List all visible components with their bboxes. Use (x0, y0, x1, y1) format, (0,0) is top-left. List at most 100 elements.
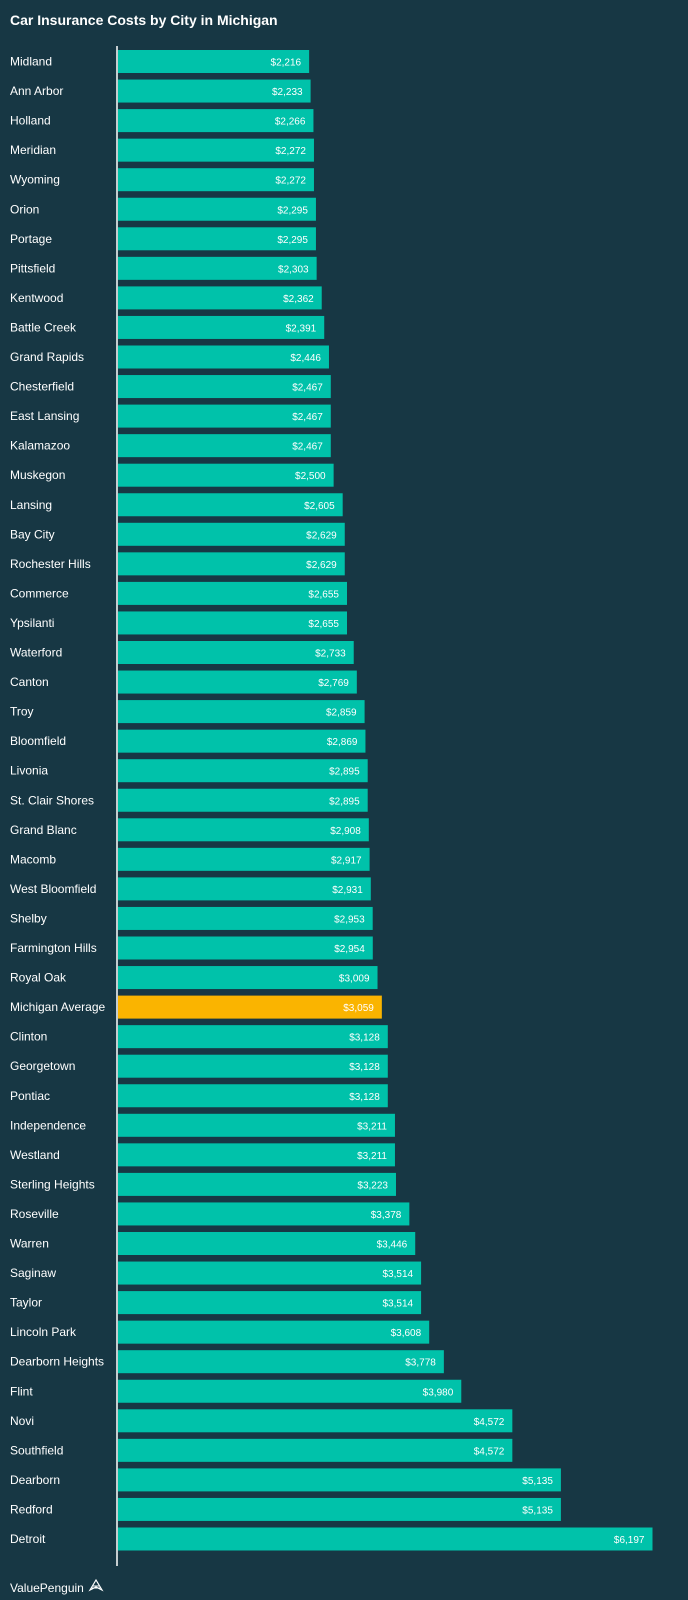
category-label: Shelby (10, 911, 47, 925)
category-label: Sterling Heights (10, 1177, 95, 1191)
category-label: Clinton (10, 1030, 47, 1044)
category-label: East Lansing (10, 409, 79, 423)
value-label: $2,272 (275, 176, 306, 187)
bar (118, 463, 334, 487)
bar (118, 788, 368, 812)
value-label: $2,500 (295, 471, 326, 482)
bar (118, 79, 311, 103)
category-label: Orion (10, 202, 39, 216)
category-label: Warren (10, 1237, 49, 1251)
value-label: $2,733 (315, 649, 346, 660)
value-label: $3,778 (405, 1358, 436, 1369)
bar (118, 1025, 388, 1049)
value-label: $2,295 (277, 235, 308, 246)
value-label: $2,917 (331, 855, 362, 866)
category-label: Lincoln Park (10, 1325, 77, 1339)
value-label: $3,128 (349, 1033, 380, 1044)
bar (118, 168, 314, 192)
value-label: $2,446 (290, 353, 321, 364)
bar (118, 847, 370, 871)
category-label: Roseville (10, 1207, 59, 1221)
bar (118, 434, 331, 458)
value-label: $2,467 (292, 412, 323, 423)
value-label: $2,629 (306, 530, 337, 541)
bar (118, 1350, 444, 1374)
bar (118, 818, 369, 842)
bar (118, 1379, 462, 1403)
category-label: Pittsfield (10, 261, 55, 275)
category-label: Rochester Hills (10, 557, 91, 571)
value-label: $3,378 (371, 1210, 402, 1221)
category-label: Troy (10, 705, 34, 719)
category-label: Dearborn Heights (10, 1355, 104, 1369)
value-label: $2,869 (327, 737, 358, 748)
category-label: Westland (10, 1148, 60, 1162)
value-label: $3,009 (339, 974, 370, 985)
category-label: Independence (10, 1118, 86, 1132)
category-label: Ann Arbor (10, 84, 63, 98)
bar (118, 1232, 416, 1255)
bar (118, 1202, 410, 1226)
category-label: Wyoming (10, 173, 60, 187)
category-label: Midland (10, 55, 52, 69)
value-label: $2,362 (283, 294, 314, 305)
category-label: Bloomfield (10, 734, 66, 748)
category-label: Farmington Hills (10, 941, 97, 955)
category-label: Dearborn (10, 1473, 60, 1487)
bar (118, 1320, 430, 1344)
bar (118, 227, 316, 251)
value-label: $4,572 (474, 1446, 505, 1457)
category-label: Chesterfield (10, 380, 74, 394)
bar (118, 1113, 395, 1137)
category-label: Commerce (10, 586, 69, 600)
category-label: Redford (10, 1502, 53, 1516)
bar (118, 256, 317, 280)
category-label: Kalamazoo (10, 439, 70, 453)
bar (118, 1468, 561, 1492)
value-label: $4,572 (474, 1417, 505, 1428)
category-label: Michigan Average (10, 1000, 106, 1014)
bar (118, 1409, 513, 1433)
bar (118, 552, 345, 576)
value-label: $5,135 (522, 1505, 553, 1516)
value-label: $2,216 (271, 58, 302, 69)
category-label: Pontiac (10, 1089, 50, 1103)
bar (118, 581, 347, 605)
bar (118, 109, 314, 133)
bar (118, 522, 345, 546)
category-label: Battle Creek (10, 320, 77, 334)
value-label: $6,197 (614, 1535, 645, 1546)
category-label: Lansing (10, 498, 52, 512)
value-label: $3,211 (357, 1121, 387, 1132)
category-label: Macomb (10, 852, 56, 866)
bar (118, 493, 343, 517)
value-label: $2,859 (326, 708, 357, 719)
value-label: $3,608 (391, 1328, 422, 1339)
bar (118, 1172, 396, 1196)
category-label: Livonia (10, 764, 48, 778)
bar (118, 197, 316, 221)
category-label: Novi (10, 1414, 34, 1428)
bar (118, 641, 354, 664)
value-label: $2,266 (275, 117, 306, 128)
value-label: $2,303 (278, 264, 309, 275)
category-label: Flint (10, 1384, 33, 1398)
bar (118, 138, 314, 162)
bar (118, 1497, 561, 1521)
category-label: Muskegon (10, 468, 65, 482)
bar (118, 1084, 388, 1108)
bar (118, 286, 322, 310)
value-label: $3,128 (349, 1062, 380, 1073)
category-label: Holland (10, 114, 51, 128)
category-label: West Bloomfield (10, 882, 96, 896)
bar (118, 700, 365, 724)
value-label: $2,954 (334, 944, 365, 955)
value-label: $2,895 (329, 767, 360, 778)
value-label: $2,655 (308, 619, 339, 630)
bar (118, 966, 378, 990)
category-label: Portage (10, 232, 52, 246)
chart-title: Car Insurance Costs by City in Michigan (10, 12, 278, 28)
category-label: Georgetown (10, 1059, 75, 1073)
category-label: Saginaw (10, 1266, 56, 1280)
bar (118, 375, 331, 399)
